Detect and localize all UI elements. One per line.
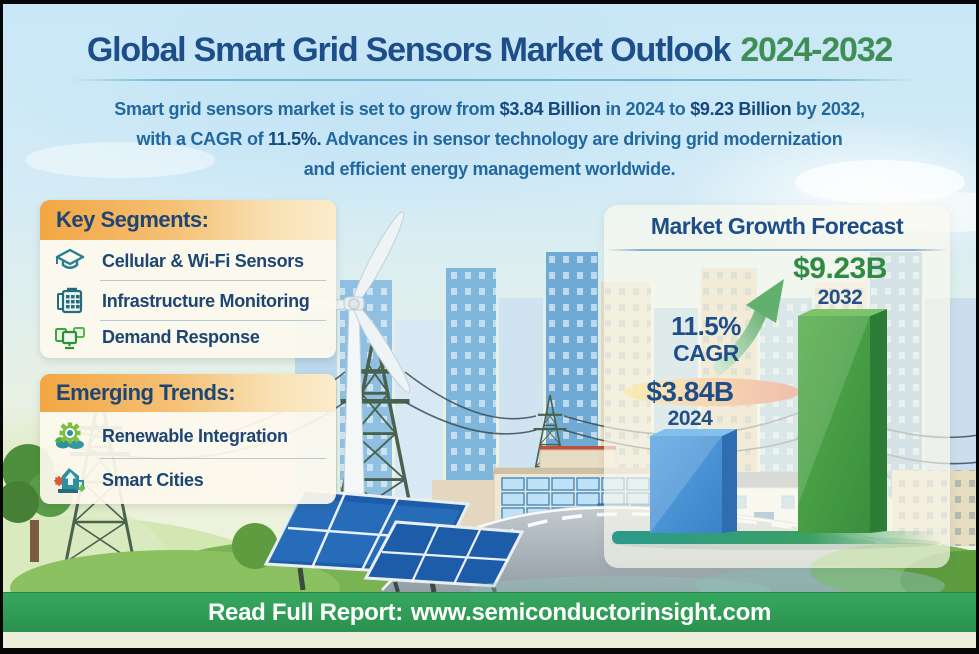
- list-item: Demand Response: [54, 318, 326, 356]
- divider: [100, 458, 326, 459]
- cagr-label: CAGR: [673, 340, 739, 366]
- forecast-title-divider: [606, 249, 948, 251]
- divider: [100, 280, 326, 281]
- chart-base-platform: [612, 531, 942, 544]
- bar-2024-value: $3.84B: [646, 376, 734, 407]
- clouds: [25, 142, 979, 232]
- subtitle-line-1: Smart grid sensors market is set to grow…: [114, 99, 865, 119]
- list-item: Renewable Integration: [54, 416, 326, 456]
- smart-home-icon: [54, 465, 86, 495]
- footer-cream-strip: [0, 632, 979, 648]
- growth-arrow-icon: [713, 279, 784, 374]
- subtitle: Smart grid sensors market is set to grow…: [0, 94, 979, 184]
- bar-2032-value: $9.23B: [793, 252, 887, 285]
- gear-leaf-icon: [54, 421, 86, 451]
- list-item: Cellular & Wi-Fi Sensors: [54, 242, 326, 280]
- building-grid-icon: [54, 286, 86, 316]
- footer-report-label: Read Full Report:: [208, 599, 403, 626]
- devices-icon: [54, 322, 86, 352]
- list-item: Infrastructure Monitoring: [54, 282, 326, 320]
- page-title-period: 2024-2032: [740, 31, 893, 69]
- forecast-bar-chart: [611, 279, 942, 550]
- footer-band: Read Full Report: www.semiconductorinsig…: [0, 592, 979, 633]
- footer-report-url[interactable]: www.semiconductorinsight.com: [410, 599, 771, 626]
- key-segments-header: Key Segments:: [40, 200, 336, 240]
- solar-panels: [263, 488, 525, 592]
- list-item: Smart Cities: [54, 460, 326, 500]
- subtitle-line-3: and efficient energy management worldwid…: [303, 159, 676, 179]
- key-segments-panel: Key Segments: Cellular & Wi-Fi Sensors I…: [40, 200, 336, 358]
- page-title-main: Global Smart Grid Sensors Market Outlook: [86, 31, 732, 69]
- emerging-trends-panel: Emerging Trends: Renewable Integration S…: [40, 374, 336, 504]
- subtitle-line-2: with a CAGR of 11.5%. Advances in sensor…: [136, 129, 843, 149]
- bar-2024: [650, 429, 737, 533]
- market-growth-forecast-card: Market Growth Forecast: [604, 205, 950, 568]
- bar-2024-year: 2024: [667, 407, 713, 430]
- cagr-value: 11.5%: [671, 311, 741, 341]
- wireless-sensor-icon: [54, 246, 86, 276]
- forecast-title: Market Growth Forecast: [650, 213, 904, 239]
- title-divider: [70, 79, 917, 81]
- page-title: Global Smart Grid Sensors Market Outlook…: [0, 31, 979, 70]
- bar-2032-year: 2032: [817, 286, 863, 309]
- emerging-trends-header: Emerging Trends:: [40, 374, 336, 412]
- divider: [100, 320, 326, 321]
- bar-2032: [798, 309, 887, 533]
